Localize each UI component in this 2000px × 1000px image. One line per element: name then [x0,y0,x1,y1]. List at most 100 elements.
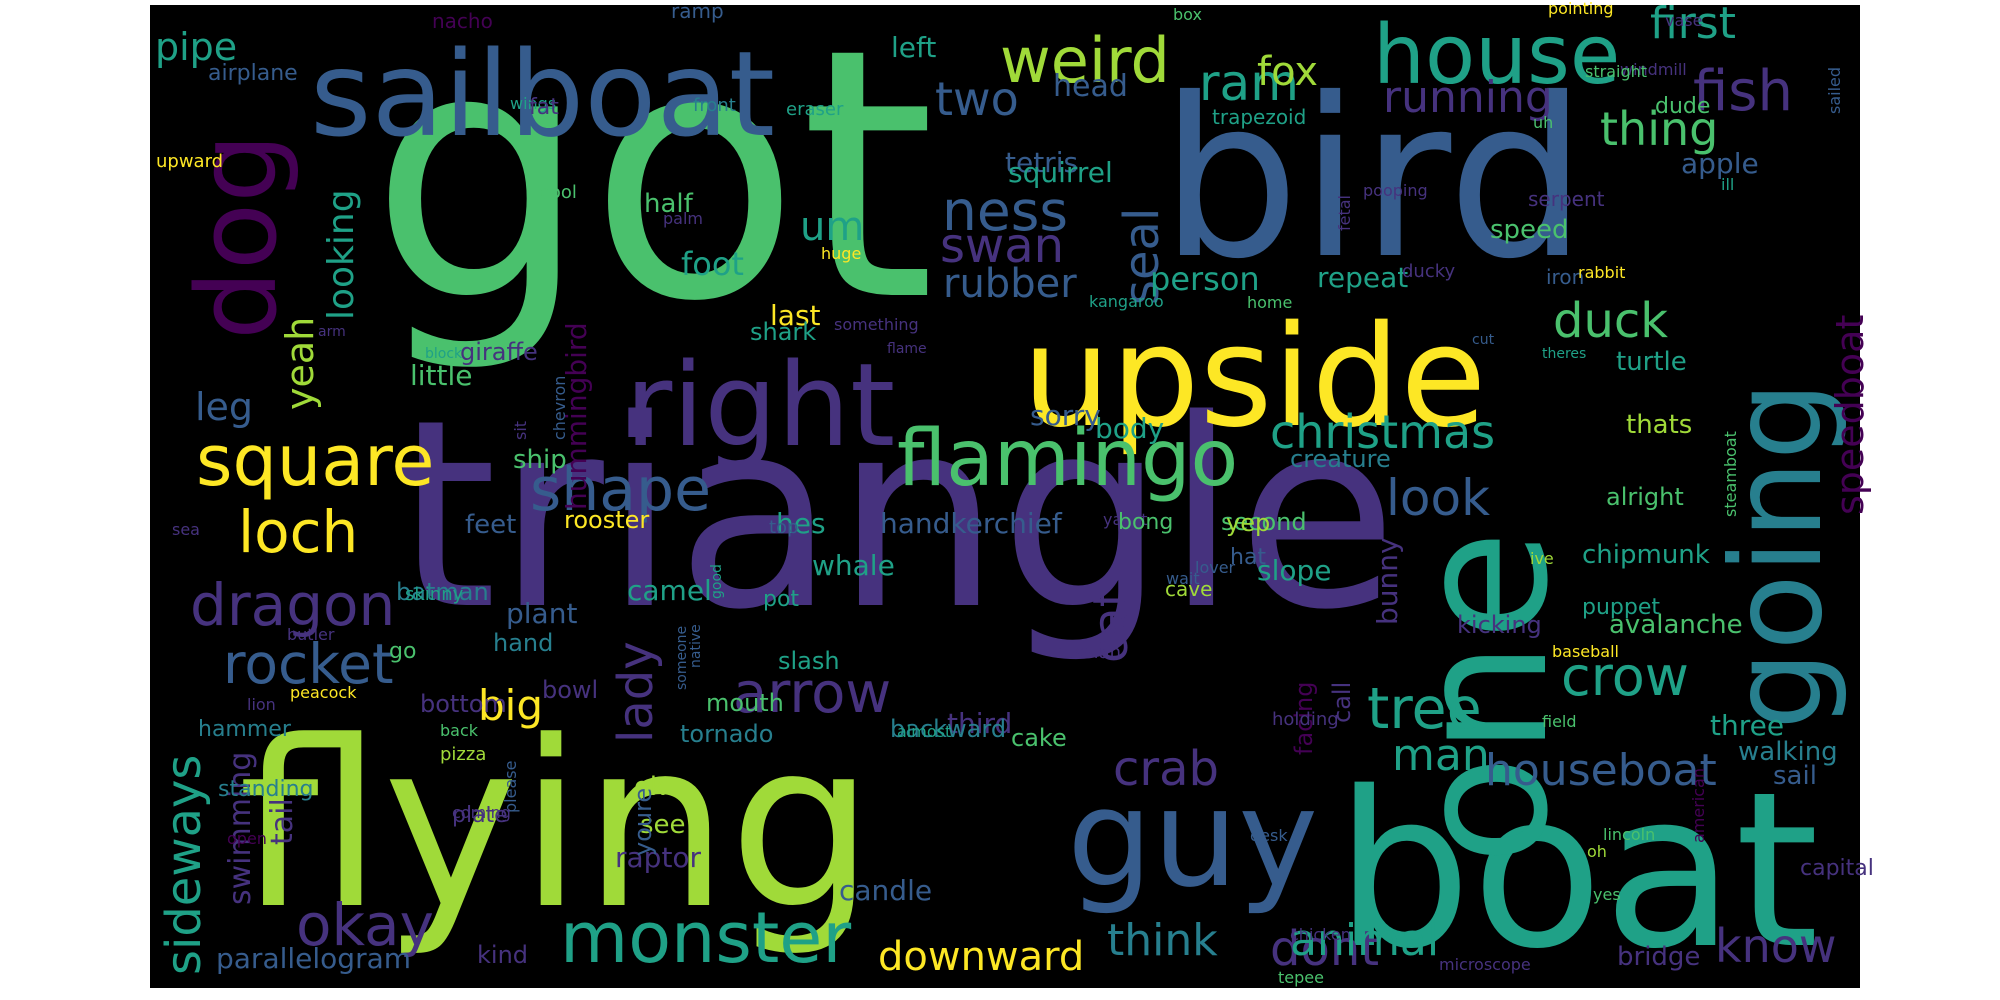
word-lion: lion [247,695,276,714]
word-flame: flame [887,341,927,357]
word-sea: sea [172,520,200,539]
word-bottom: bottom [420,690,507,718]
word-first: first [1650,0,1736,49]
word-block: block [425,346,463,362]
word-baseball: baseball [1552,642,1619,661]
word-slash: slash [778,647,840,675]
word-bong: bong [1118,510,1173,535]
word-walking: walking [1738,737,1838,767]
word-ducky: ducky [1402,261,1456,282]
word-dragon: dragon [190,571,395,639]
word-microscope: microscope [1439,955,1531,974]
word-back: back [440,721,479,740]
word-cat: cat [1083,588,1139,663]
word-duck: duck [1553,293,1668,349]
word-third: third [947,707,1012,740]
word-box: box [1173,5,1202,24]
word-rabbit: rabbit [1578,263,1625,282]
word-please: please [501,761,520,813]
word-capital: capital [1800,856,1874,881]
word-second: second [1221,508,1307,536]
word-russian: russian [1056,642,1121,663]
word-hammer: hammer [198,717,292,742]
word-lover: lover [1195,558,1236,577]
word-seal: seal [1114,208,1170,305]
word-think: think [1107,915,1218,966]
word-swan: swan [940,218,1064,274]
word-bunny: bunny [1371,537,1404,625]
word-sailboat: sailboat [310,25,775,163]
word-almost: almost [897,722,951,741]
word-fetal: fetal [1335,195,1354,231]
word-top: top [769,517,799,538]
word-iron: iron [1546,265,1584,289]
word-lincoln: lincoln [1603,825,1655,844]
word-leg: leg [195,385,253,429]
word-oh: oh [1587,842,1607,861]
word-arrow: arrow [733,661,891,726]
word-cake: cake [1011,724,1067,752]
word-ok: ok [634,772,665,802]
word-good: good [709,564,725,599]
word-tepee: tepee [1278,968,1324,987]
word-slope: slope [1257,554,1332,587]
word-foot: foot [681,245,744,283]
word-thing: thing [1600,102,1718,156]
word-vase: vase [1665,11,1702,30]
word-person: person [1150,260,1260,298]
word-yeah: yeah [278,317,322,410]
word-dog: dog [173,133,301,340]
word-repeat: repeat [1317,261,1408,294]
word-loch: loch [238,498,358,566]
word-kind: kind [477,941,528,969]
word-arm: arm [318,324,346,340]
word-know: know [1715,919,1837,973]
word-chevron: chevron [550,376,569,440]
word-boat: boat [1335,745,1819,996]
word-okay: okay [296,891,434,959]
word-ramp: ramp [671,0,724,23]
word-bowl: bowl [542,676,598,704]
word-facing: facing [1290,682,1318,755]
word-ill: ill [1721,175,1734,194]
cloud-background [150,5,1860,988]
word-crab: crab [1113,741,1219,797]
word-youre: youre [629,788,657,856]
word-upside: upside [1022,296,1486,459]
word-parallelogram: parallelogram [216,942,411,975]
word-one: one [1379,530,1588,865]
word-alright: alright [1606,483,1684,511]
word-shark: shark [750,318,816,346]
word-field: field [1542,712,1577,731]
word-sideways: sideways [156,755,212,975]
word-rooster: rooster [564,506,649,534]
word-yacht: yacht [1103,510,1147,529]
word-three: three [1710,709,1784,742]
word-wings: wings [510,94,556,113]
word-body: body [1095,412,1164,445]
word-hat: hat [1230,545,1266,570]
word-candle: candle [839,874,932,907]
word-speed: speed [1490,215,1569,245]
word-left: left [891,31,936,64]
word-mouth: mouth [706,689,784,717]
word-handkerchief: handkerchief [880,507,1063,540]
word-head: head [1053,69,1128,104]
word-something: something [834,315,919,334]
word-creature: creature [1290,445,1391,473]
word-triangle: triangle [395,365,1397,667]
word-bird: bird [1160,51,1587,307]
word-little: little [410,359,473,392]
word-right: right [625,339,895,473]
word-uh: uh [1533,113,1553,132]
word-last: last [770,299,821,332]
word-um: um [800,204,864,250]
word-tornado: tornado [680,720,773,748]
word-backward: backward [890,715,1006,743]
word-fish: fish [1693,59,1793,124]
word-pot: pot [763,587,799,612]
word-chipmunk: chipmunk [1582,540,1710,570]
word-ram: ram [1199,54,1299,112]
word-american: american [1689,768,1708,843]
word-huge: huge [821,244,861,263]
